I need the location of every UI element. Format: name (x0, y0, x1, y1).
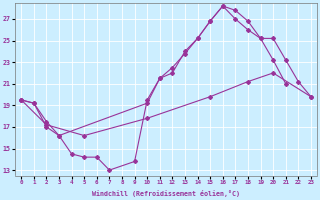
X-axis label: Windchill (Refroidissement éolien,°C): Windchill (Refroidissement éolien,°C) (92, 190, 240, 197)
